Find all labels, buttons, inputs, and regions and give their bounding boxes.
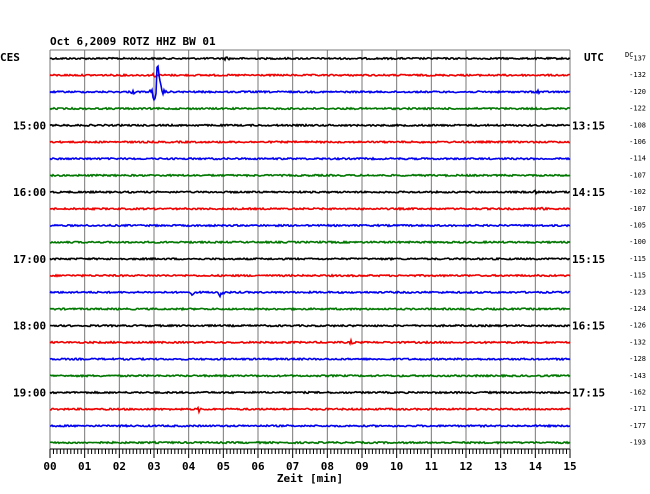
trace-row [49,189,571,196]
dc-value-label: -132 [629,338,646,346]
dc-value-label: -108 [629,121,646,129]
dc-value-label: -143 [629,372,646,380]
dc-header: DC [625,51,633,59]
trace-row [49,56,571,62]
x-tick-label: 00 [43,460,56,473]
left-hour-label: 16:00 [13,186,46,199]
dc-value-label: -120 [629,88,646,96]
x-axis: 00 01 02 03 04 05 06 07 08 09 10 11 12 13 14 15 [43,448,577,473]
dc-value-label: -115 [629,255,646,263]
trace-lines [49,56,571,445]
dc-value-label: -115 [629,272,646,280]
dc-offset-labels: -137 -132 -120 -122 -108 -106 -114 -107 -102 -107… [629,55,646,447]
x-tick-label: 12 [459,460,472,473]
dc-value-label: -114 [629,155,646,163]
left-hour-label: 18:00 [13,320,46,333]
trace-row [49,123,570,128]
x-tick-label: 09 [355,460,368,473]
dc-value-label: -193 [629,439,646,447]
trace-row [50,423,571,429]
chart-title: Oct 6,2009 ROTZ HHZ BW 01 [50,35,216,48]
left-hour-label: 17:00 [13,253,46,266]
left-hour-label: 19:00 [13,387,46,400]
right-hour-label: 16:15 [572,320,605,333]
x-tick-label: 05 [217,460,230,473]
right-hour-labels: 13:15 14:15 15:15 16:15 17:15 [572,119,605,399]
x-tick-label: 15 [563,460,576,473]
right-timezone-label: UTC [584,51,604,64]
dc-value-label: -107 [629,171,646,179]
trace-row [49,390,571,395]
right-hour-label: 15:15 [572,253,605,266]
trace-row [49,290,571,299]
dc-value-label: -123 [629,288,646,296]
right-hour-label: 13:15 [572,119,605,132]
x-tick-label: 01 [78,460,92,473]
trace-row [49,356,571,362]
dc-value-label: -106 [629,138,646,146]
x-tick-label: 03 [147,460,160,473]
dc-value-label: -122 [629,105,646,113]
x-tick-label: 07 [286,460,299,473]
x-tick-label: 11 [425,460,439,473]
x-tick-label: 02 [113,460,126,473]
left-timezone-label: CES [0,51,20,64]
trace-row [49,256,571,262]
trace-row [49,64,571,102]
x-tick-label: 10 [390,460,403,473]
trace-row [49,156,571,161]
trace-row [49,323,571,328]
trace-row [49,306,571,312]
trace-row [49,106,571,111]
trace-row [50,223,571,228]
dc-value-label: -171 [629,405,646,413]
x-tick-label: 08 [321,460,334,473]
trace-row [49,405,571,415]
x-tick-label: 04 [182,460,196,473]
dc-value-label: -105 [629,222,646,230]
dc-value-label: -100 [629,238,646,246]
left-hour-labels: 15:00 16:00 17:00 18:00 19:00 [13,119,46,399]
grid [49,49,571,449]
trace-row [49,206,571,212]
dc-value-label: -126 [629,322,646,330]
right-hour-label: 17:15 [572,387,605,400]
trace-row [49,337,571,347]
x-tick-label: 06 [251,460,265,473]
dc-value-label: -102 [629,188,646,196]
x-axis-label: Zeit [min] [277,472,343,485]
trace-row [49,240,571,245]
left-hour-label: 15:00 [13,119,46,132]
dc-value-label: -162 [629,389,646,397]
dc-value-label: -177 [629,422,646,430]
dc-value-label: -124 [629,305,646,313]
trace-row [49,440,571,445]
dc-value-label: -132 [629,71,646,79]
x-tick-label: 14 [529,460,543,473]
trace-row [49,173,571,178]
trace-row [49,273,571,278]
x-tick-label: 13 [494,460,507,473]
dc-value-label: -107 [629,205,646,213]
dc-value-label: -137 [629,55,646,63]
trace-row [50,373,571,379]
dc-value-label: -128 [629,355,646,363]
trace-row [49,71,571,78]
right-hour-label: 14:15 [572,186,605,199]
trace-row [49,139,570,145]
